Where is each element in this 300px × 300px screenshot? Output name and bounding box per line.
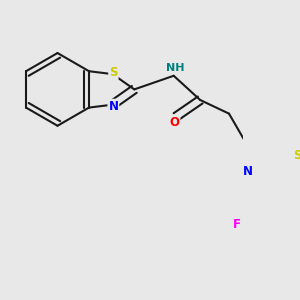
Text: N: N <box>242 165 252 178</box>
Text: S: S <box>293 149 300 162</box>
Text: N: N <box>108 100 118 113</box>
Text: S: S <box>109 66 118 79</box>
Text: O: O <box>169 116 179 129</box>
Text: NH: NH <box>166 63 184 73</box>
Text: F: F <box>232 218 241 231</box>
